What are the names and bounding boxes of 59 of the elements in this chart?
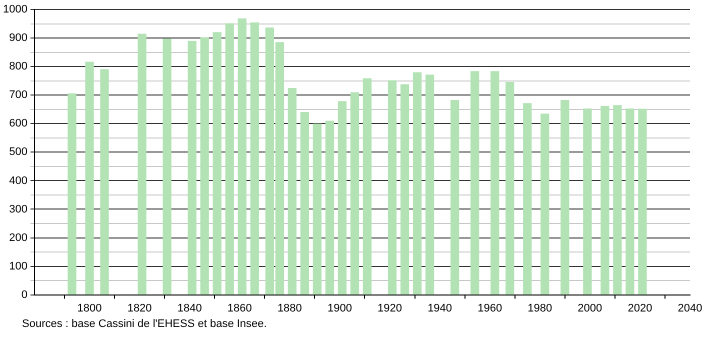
y-tick-label: 800 [9, 60, 28, 73]
y-tick-label: 0 [21, 288, 28, 301]
bar [188, 40, 196, 295]
bar [506, 82, 514, 295]
bar [312, 124, 322, 295]
bar [162, 38, 172, 295]
y-tick-label: 300 [9, 203, 28, 216]
bar [238, 18, 246, 295]
bar [100, 69, 109, 295]
bar [250, 22, 259, 295]
bar [613, 105, 622, 295]
y-tick-label: 1000 [2, 4, 28, 16]
bar [400, 84, 410, 295]
bar [425, 74, 434, 295]
source-note: Sources : base Cassini de l'EHESS et base Insee. [21, 318, 268, 330]
bar [560, 100, 570, 295]
bar [68, 93, 76, 295]
bar [540, 114, 550, 295]
x-tick-label: 1980 [528, 302, 552, 314]
bar [388, 80, 397, 295]
x-tick-label: 1940 [428, 302, 452, 314]
x-tick-label: 2020 [628, 302, 652, 314]
bar [490, 71, 500, 295]
x-tick-label: 1800 [77, 302, 102, 314]
bar [338, 101, 347, 295]
bar [325, 120, 334, 295]
bar [523, 103, 532, 295]
bar [470, 71, 480, 295]
y-tick-label: 400 [9, 174, 28, 187]
bar [600, 106, 610, 295]
x-tick-label: 2040 [678, 302, 702, 314]
bar [450, 100, 460, 295]
bar [638, 108, 647, 295]
bar [138, 34, 146, 295]
bar [300, 112, 310, 295]
x-tick-label: 1820 [127, 302, 152, 314]
x-tick-label: 1840 [177, 302, 202, 314]
x-tick-label: 2000 [578, 302, 602, 314]
bar [350, 92, 360, 295]
y-tick-label: 700 [9, 89, 28, 102]
x-tick-label: 1900 [327, 302, 352, 314]
y-tick-label: 200 [9, 232, 28, 244]
bar [225, 23, 234, 295]
bar [626, 108, 634, 295]
y-tick-label: 600 [9, 118, 28, 130]
bar [200, 37, 209, 295]
bar [362, 78, 372, 295]
x-tick-label: 1920 [378, 302, 402, 314]
y-tick-label: 100 [9, 260, 28, 272]
x-tick-label: 1880 [277, 302, 302, 314]
x-tick-label: 1860 [227, 302, 252, 314]
y-tick-label: 900 [9, 32, 28, 44]
bar [288, 88, 297, 295]
y-tick-label: 500 [9, 146, 28, 158]
bar [212, 32, 222, 295]
bar [583, 108, 592, 295]
bar [412, 72, 422, 295]
bar [85, 62, 94, 295]
x-tick-label: 1960 [478, 302, 502, 314]
